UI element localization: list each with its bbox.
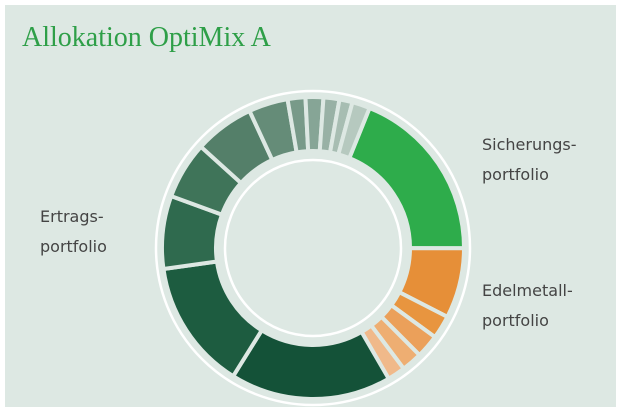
segment-label: portfolio bbox=[482, 165, 549, 184]
outer-ring bbox=[154, 89, 472, 407]
segment-label: portfolio bbox=[40, 237, 107, 256]
background bbox=[3, 3, 618, 409]
inner-ring bbox=[223, 158, 403, 338]
donut-segment bbox=[335, 99, 373, 161]
segment-label: Edelmetall- bbox=[482, 281, 573, 300]
segment-label: Ertrags- bbox=[40, 207, 104, 226]
segment-label: Sicherungs- bbox=[482, 135, 577, 154]
chart-title: Allokation OptiMix A bbox=[22, 22, 272, 53]
segment-label: portfolio bbox=[482, 311, 549, 330]
